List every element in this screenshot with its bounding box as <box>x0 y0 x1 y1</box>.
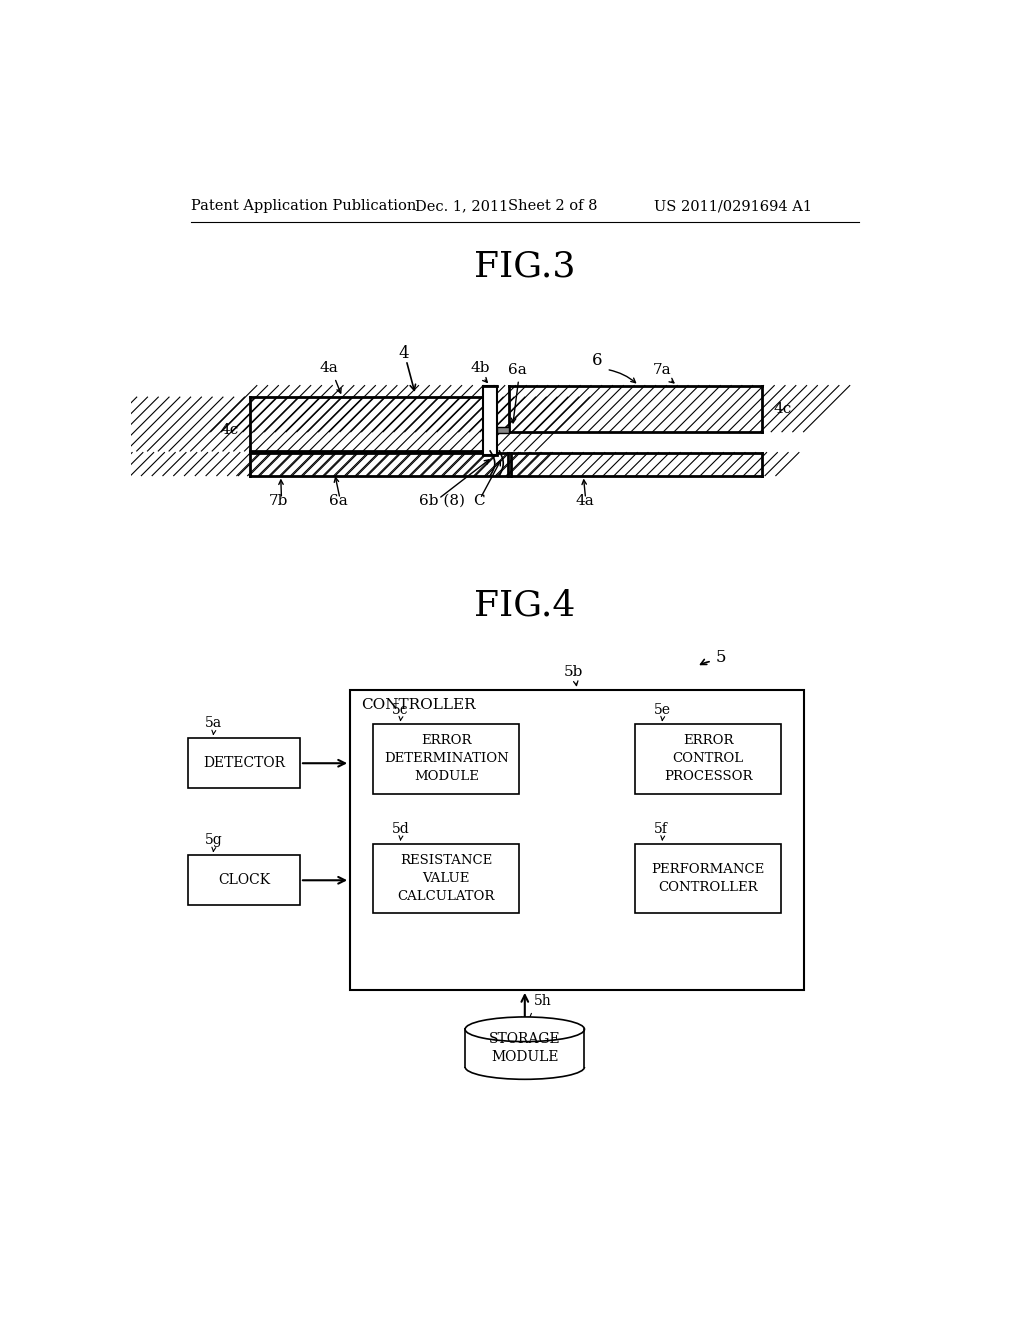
Text: 7b: 7b <box>268 494 288 508</box>
Text: ERROR
CONTROL
PROCESSOR: ERROR CONTROL PROCESSOR <box>664 734 753 784</box>
Bar <box>250 397 493 451</box>
Bar <box>188 855 300 906</box>
Text: 4b: 4b <box>470 362 489 375</box>
Bar <box>511 453 762 475</box>
Bar <box>350 689 804 990</box>
Text: 5h: 5h <box>535 994 552 1007</box>
Text: 4c: 4c <box>773 401 792 416</box>
Text: US 2011/0291694 A1: US 2011/0291694 A1 <box>654 199 812 213</box>
Text: Patent Application Publication: Patent Application Publication <box>190 199 416 213</box>
Text: 5g: 5g <box>205 833 223 847</box>
Bar <box>373 725 519 793</box>
Text: 5e: 5e <box>654 702 671 717</box>
Text: 4c: 4c <box>220 424 239 437</box>
Bar <box>635 725 781 793</box>
Text: 4a: 4a <box>319 362 339 375</box>
Text: 5: 5 <box>716 649 726 665</box>
Ellipse shape <box>465 1016 585 1041</box>
Text: 6a: 6a <box>329 494 348 508</box>
Text: DETECTOR: DETECTOR <box>203 756 285 771</box>
Text: 6b (8): 6b (8) <box>419 494 465 508</box>
Bar <box>635 843 781 913</box>
Text: C: C <box>473 494 485 508</box>
Text: CONTROLLER: CONTROLLER <box>360 698 475 711</box>
Text: 4: 4 <box>398 346 410 363</box>
Text: 5d: 5d <box>392 822 410 836</box>
Text: 6a: 6a <box>508 363 526 378</box>
Text: 5c: 5c <box>392 702 409 717</box>
Bar <box>188 738 300 788</box>
Text: 6: 6 <box>592 351 602 368</box>
Text: STORAGE
MODULE: STORAGE MODULE <box>489 1032 560 1064</box>
Text: CLOCK: CLOCK <box>218 874 270 887</box>
Text: FIG.3: FIG.3 <box>474 249 575 284</box>
Bar <box>464 1030 586 1067</box>
Text: PERFORMANCE
CONTROLLER: PERFORMANCE CONTROLLER <box>651 863 765 894</box>
Bar <box>373 843 519 913</box>
Text: 5b: 5b <box>563 665 583 678</box>
Text: 5f: 5f <box>654 822 668 836</box>
Text: ERROR
DETERMINATION
MODULE: ERROR DETERMINATION MODULE <box>384 734 509 784</box>
Bar <box>250 453 508 475</box>
Bar <box>497 428 509 433</box>
Text: Dec. 1, 2011: Dec. 1, 2011 <box>416 199 509 213</box>
Text: 4a: 4a <box>575 494 594 508</box>
Bar <box>483 385 497 455</box>
Text: Sheet 2 of 8: Sheet 2 of 8 <box>508 199 597 213</box>
Text: 5a: 5a <box>205 717 222 730</box>
Text: RESISTANCE
VALUE
CALCULATOR: RESISTANCE VALUE CALCULATOR <box>397 854 495 903</box>
Text: 7a: 7a <box>652 363 671 378</box>
Text: FIG.4: FIG.4 <box>474 587 575 622</box>
Bar <box>509 385 762 432</box>
Ellipse shape <box>465 1055 585 1080</box>
